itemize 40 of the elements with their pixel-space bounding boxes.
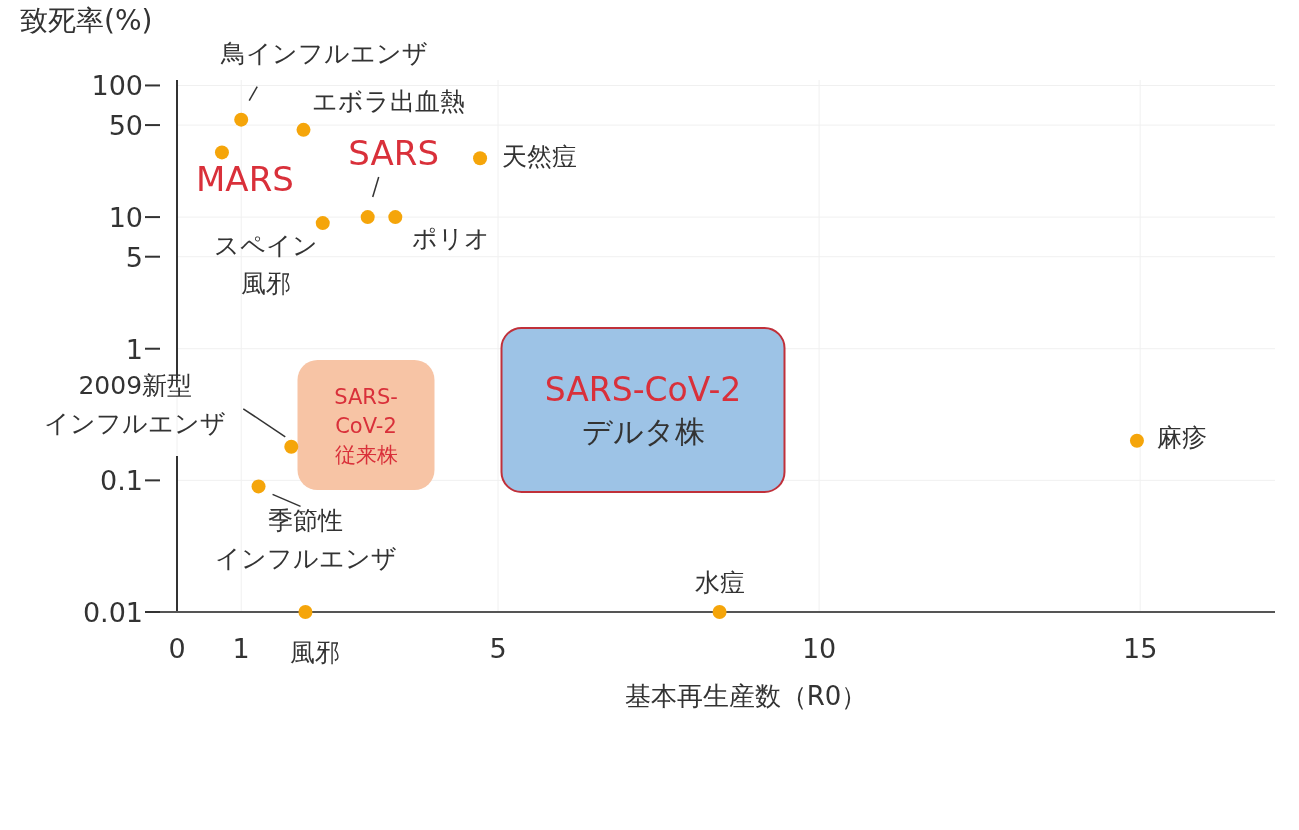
x-tick-label: 0 bbox=[168, 633, 186, 664]
y-tick-label: 0.1 bbox=[100, 465, 143, 497]
annotation: 水痘 bbox=[694, 568, 745, 597]
y-tick-label: 1 bbox=[125, 333, 143, 365]
point bbox=[712, 605, 727, 619]
point bbox=[296, 122, 311, 137]
annotation: 鳥インフルエンザ bbox=[219, 38, 428, 68]
annotation: 季節性インフルエンザ bbox=[214, 506, 397, 574]
point bbox=[214, 145, 229, 160]
x-tick-label: 5 bbox=[489, 633, 507, 664]
y-tick-label: 5 bbox=[125, 241, 143, 273]
annotation: SARS-CoV-2デルタ株 bbox=[544, 369, 742, 449]
y-tick-label: 50 bbox=[108, 110, 143, 142]
point bbox=[298, 605, 313, 619]
annotation: 2009新型インフルエンザ bbox=[44, 370, 227, 438]
annotation: SARS-CoV-2従来株 bbox=[334, 384, 398, 467]
annotation: MARS bbox=[196, 158, 294, 199]
annotation: 麻疹 bbox=[1156, 422, 1207, 452]
y-tick-label: 100 bbox=[91, 70, 143, 102]
annotation: エボラ出血熱 bbox=[312, 86, 466, 116]
x-tick-label: 1 bbox=[232, 633, 250, 664]
x-tick-label: 10 bbox=[801, 633, 837, 664]
point bbox=[234, 112, 249, 127]
annotation: 天然痘 bbox=[502, 142, 578, 172]
point bbox=[388, 210, 403, 225]
x-tick-label: 15 bbox=[1122, 633, 1158, 664]
y-axis-title: 致死率(%) bbox=[20, 4, 153, 37]
point bbox=[284, 439, 299, 454]
annotation: SARS bbox=[348, 133, 440, 174]
annotation: ポリオ bbox=[412, 224, 491, 254]
point bbox=[360, 210, 375, 225]
point bbox=[1129, 433, 1144, 448]
point bbox=[473, 151, 488, 166]
annotation: 風邪 bbox=[290, 638, 341, 667]
y-tick-label: 0.01 bbox=[82, 597, 143, 628]
x-axis-title: 基本再生産数（R0） bbox=[624, 681, 868, 711]
annotation: スペイン風邪 bbox=[213, 231, 318, 299]
point bbox=[251, 479, 266, 494]
point bbox=[315, 216, 330, 231]
y-tick-label: 10 bbox=[108, 202, 143, 234]
